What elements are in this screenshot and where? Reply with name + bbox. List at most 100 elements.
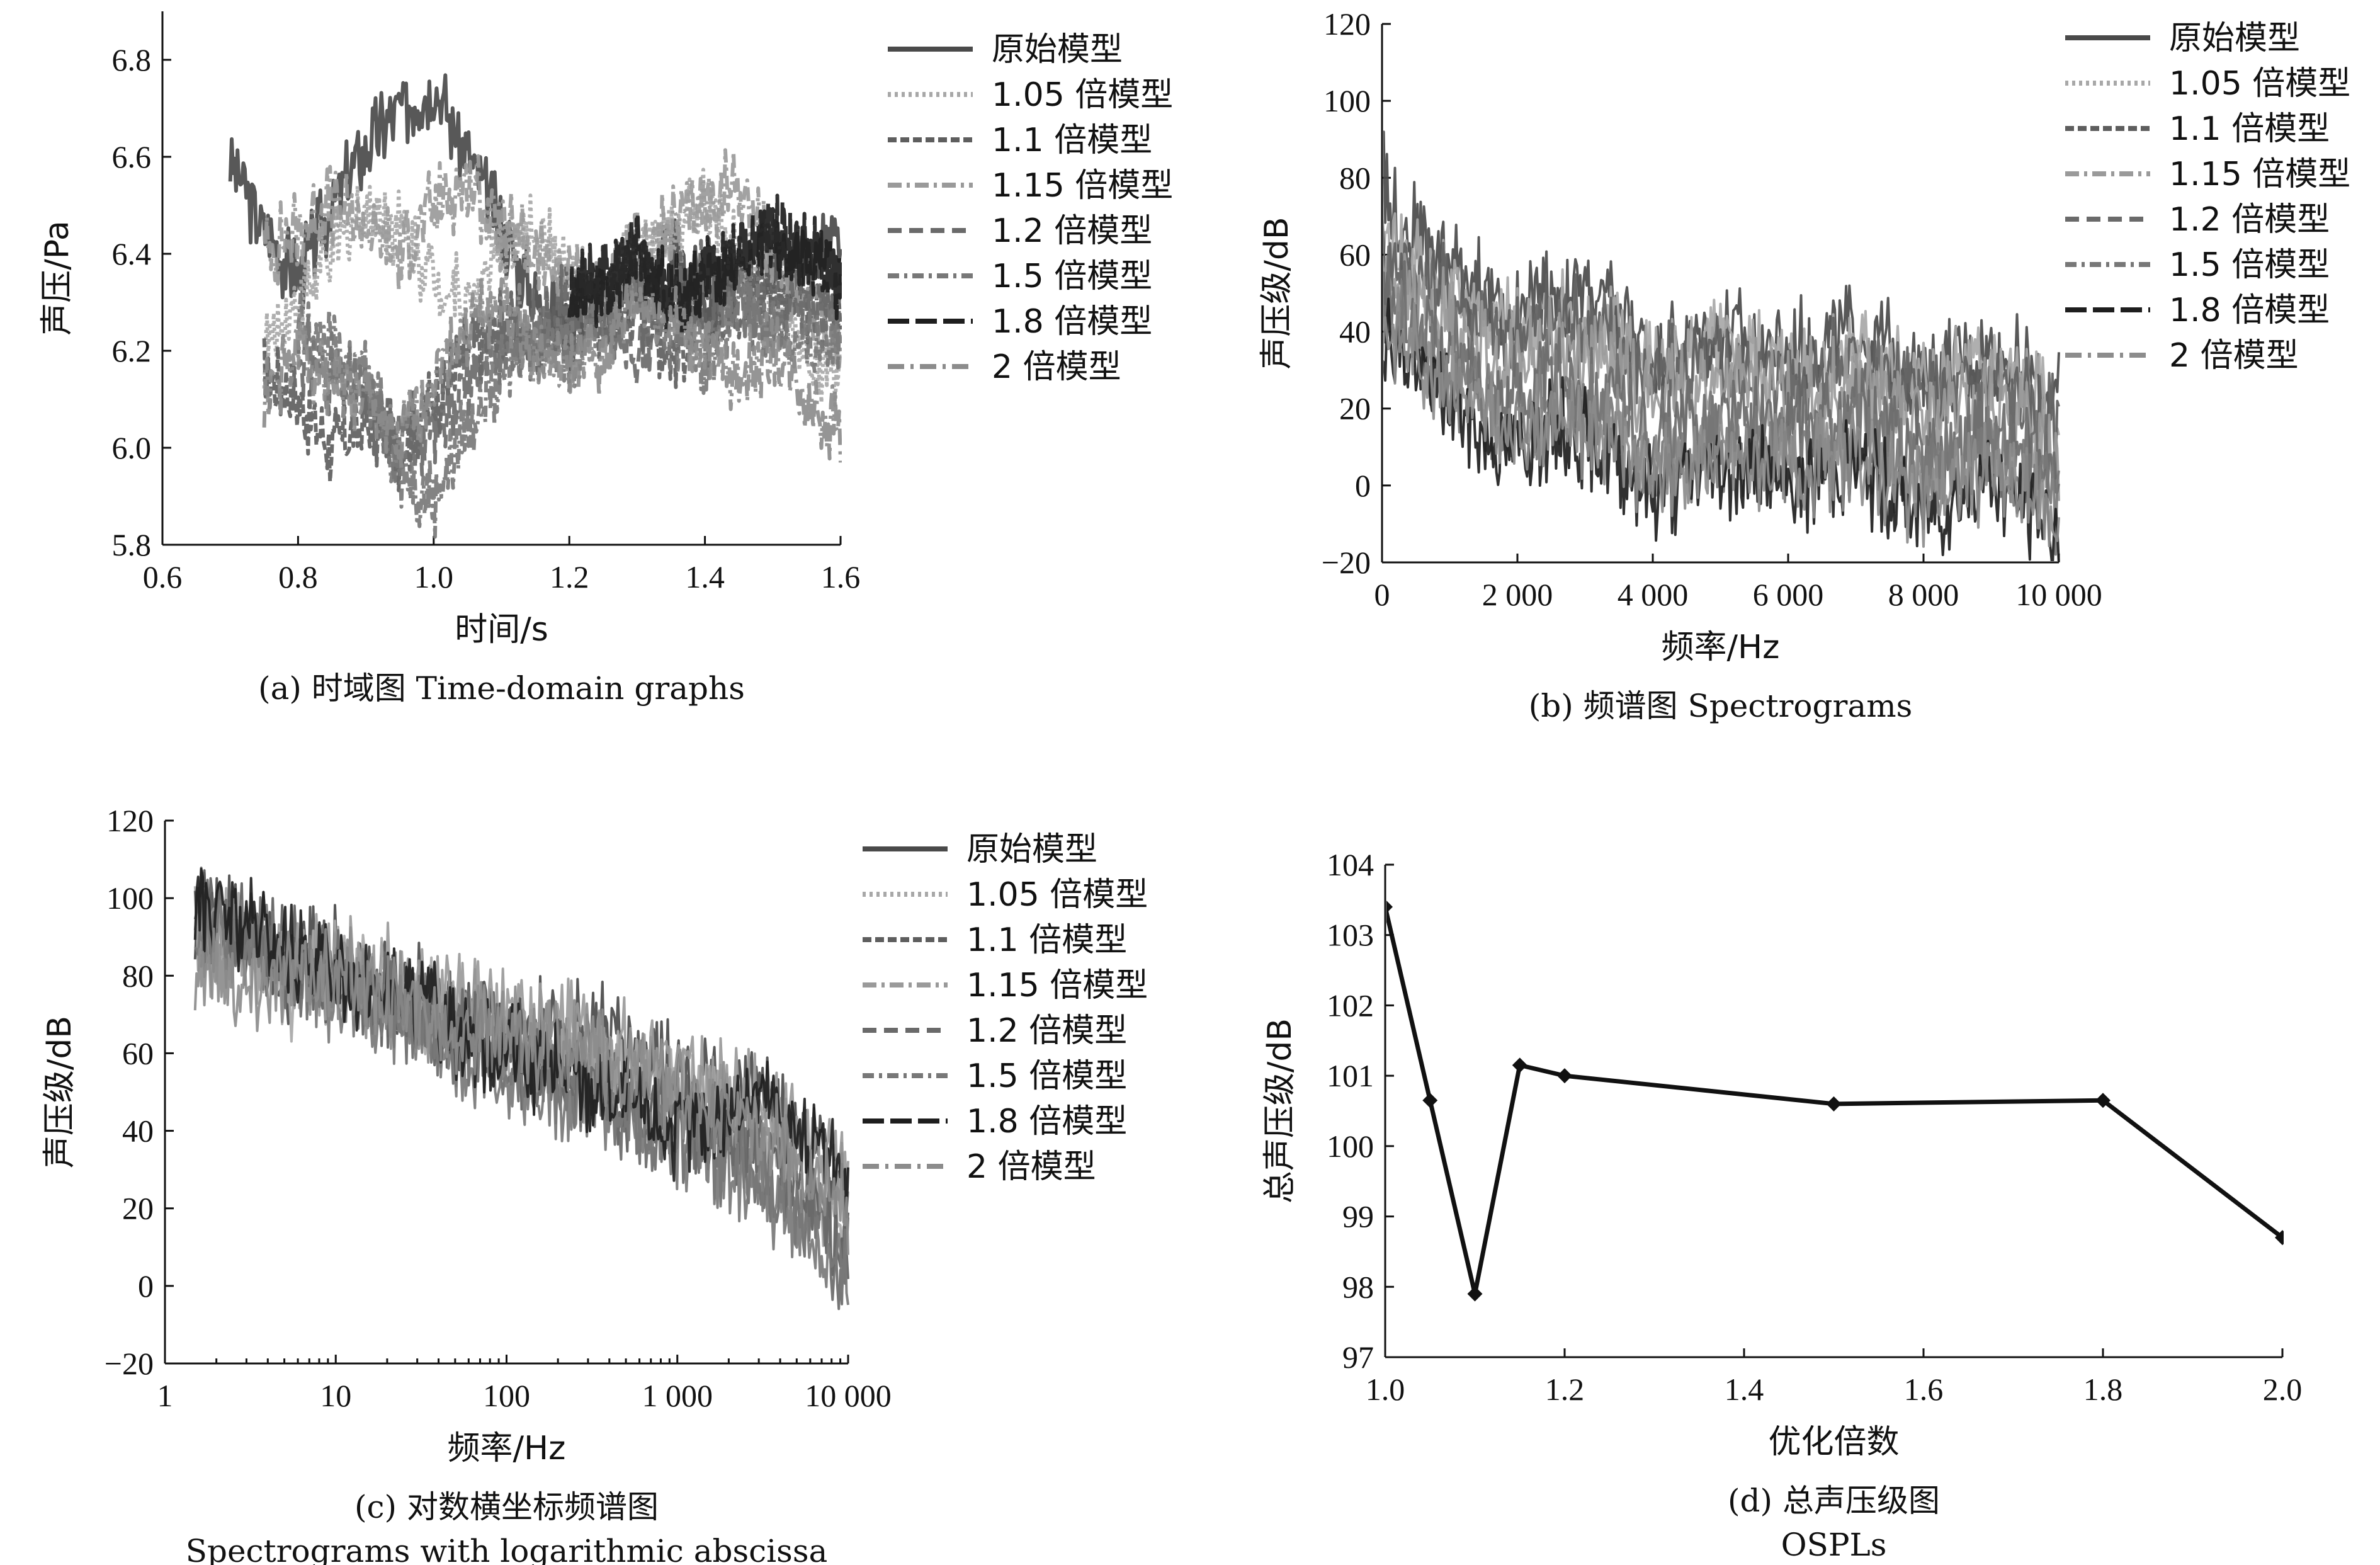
legend-label: 2 倍模型: [992, 348, 1121, 386]
plot-area: [1386, 901, 2284, 1302]
y-tick-label: 102: [1327, 987, 1374, 1023]
x-tick-label: 0: [1374, 577, 1390, 612]
plot-area: [1383, 130, 2060, 561]
legend-label: 1.2 倍模型: [2169, 201, 2330, 239]
legend-label: 1.1 倍模型: [2169, 110, 2330, 148]
x-tick-label: 1: [157, 1378, 173, 1413]
legend-label: 1.1 倍模型: [992, 122, 1152, 159]
series-line: [262, 148, 842, 369]
x-tick-label: 6 000: [1753, 577, 1824, 612]
y-tick-label: 100: [1327, 1129, 1374, 1164]
y-tick-label: 100: [106, 880, 154, 916]
panel-a-time-domain: 5.8 6.0 6.2 6.4 6.6 6.8 0.6 0.8 1.0 1.2 1.4 1.6 声压/P…: [38, 11, 1173, 707]
y-tick-label: 0: [1355, 468, 1371, 503]
x-tick-label: 1.2: [550, 559, 589, 595]
y-tick-label: 5.8: [112, 527, 152, 562]
legend-label: 2 倍模型: [2169, 337, 2299, 375]
x-axis-title: 频率/Hz: [1662, 629, 1780, 666]
x-tick-label: 1.0: [1366, 1372, 1405, 1407]
y-tick-label: 6.8: [112, 42, 152, 77]
y-tick-label: 104: [1327, 847, 1374, 882]
x-tick-label: 2 000: [1482, 577, 1553, 612]
y-tick-label: 98: [1342, 1269, 1374, 1304]
legend-label: 1.15 倍模型: [966, 967, 1148, 1004]
x-tick-label: 1.6: [821, 559, 861, 595]
legend-label: 1.8 倍模型: [992, 303, 1152, 341]
legend-label: 原始模型: [2169, 20, 2300, 57]
y-tick-label: 0: [138, 1268, 154, 1304]
y-axis-title: 总声压级/dB: [1261, 1018, 1299, 1204]
y-tick-label: 60: [122, 1035, 154, 1071]
x-tick-label: 2.0: [2263, 1372, 2303, 1407]
y-tick-label: 40: [122, 1113, 154, 1149]
x-tick-label: 1 000: [642, 1378, 713, 1413]
legend-label: 1.5 倍模型: [966, 1057, 1127, 1095]
x-tick-label: 4 000: [1618, 577, 1689, 612]
y-tick-label: −20: [1322, 545, 1371, 580]
y-tick-label: 99: [1342, 1199, 1374, 1234]
series-line: [1383, 253, 2060, 501]
y-tick-label: 100: [1323, 83, 1371, 118]
legend-label: 1.8 倍模型: [966, 1103, 1127, 1141]
panel-caption: (b) 频谱图 Spectrograms: [1529, 688, 1913, 724]
x-axis-title: 时间/s: [455, 611, 548, 649]
series-line: [1383, 280, 2060, 556]
y-tick-label: 6.0: [112, 430, 152, 465]
ospl-point: [1512, 1057, 1527, 1073]
series-line: [262, 276, 842, 473]
plot-area: [193, 867, 849, 1311]
legend-label: 1.8 倍模型: [2169, 292, 2330, 329]
ospl-point: [1422, 1093, 1438, 1108]
x-axis-title: 优化倍数: [1768, 1423, 1899, 1461]
legend-label: 1.1 倍模型: [966, 921, 1127, 959]
x-tick-label: 100: [483, 1378, 530, 1413]
series-line: [1383, 287, 2060, 548]
legend-label: 2 倍模型: [966, 1148, 1096, 1186]
panel-caption-en: OSPLs: [1781, 1527, 1887, 1563]
plot-area: [228, 73, 842, 539]
ospl-point: [1386, 901, 1393, 914]
y-tick-label: 20: [1339, 391, 1371, 426]
series-line: [567, 193, 842, 338]
legend-label: 原始模型: [992, 31, 1123, 69]
x-axis-title: 频率/Hz: [448, 1430, 566, 1467]
legend-label: 1.2 倍模型: [992, 212, 1152, 250]
legend-label: 1.15 倍模型: [992, 167, 1173, 205]
x-tick-label: 1.8: [2083, 1372, 2123, 1407]
y-axis-title: 声压级/dB: [41, 1016, 79, 1168]
series-line: [193, 926, 849, 1255]
y-tick-label: 97: [1342, 1340, 1374, 1375]
legend-label: 1.05 倍模型: [2169, 65, 2350, 103]
ospl-point: [2275, 1230, 2284, 1246]
panel-caption-en: Spectrograms with logarithmic abscissa: [186, 1533, 828, 1565]
ospl-point: [1826, 1096, 1842, 1112]
ospl-point: [1467, 1286, 1483, 1302]
y-axis-title: 声压级/dB: [1258, 217, 1296, 369]
x-tick-label: 1.6: [1904, 1372, 1944, 1407]
legend-label: 1.2 倍模型: [966, 1012, 1127, 1050]
ospl-point: [1557, 1068, 1572, 1084]
x-tick-label: 10 000: [2015, 577, 2102, 612]
y-tick-label: 120: [106, 803, 154, 838]
legend-label: 原始模型: [966, 831, 1097, 868]
y-tick-label: 6.4: [112, 236, 152, 271]
y-tick-label: 101: [1327, 1058, 1374, 1093]
legend-label: 1.15 倍模型: [2169, 156, 2350, 193]
y-tick-label: 20: [122, 1191, 154, 1226]
x-tick-label: 8 000: [1888, 577, 1959, 612]
y-tick-label: 60: [1339, 237, 1371, 272]
y-tick-label: 40: [1339, 314, 1371, 350]
y-tick-label: 6.2: [112, 333, 152, 368]
legend-label: 1.05 倍模型: [966, 876, 1148, 914]
y-tick-label: −20: [105, 1346, 154, 1381]
y-tick-label: 6.6: [112, 139, 152, 174]
x-tick-label: 1.2: [1545, 1372, 1585, 1407]
x-tick-label: 10: [320, 1378, 351, 1413]
y-tick-label: 103: [1327, 918, 1374, 953]
x-tick-label: 1.0: [414, 559, 454, 595]
x-tick-label: 0.6: [143, 559, 183, 595]
panel-d-ospl: 97 98 99 100 101 102 103 104 1.0 1.2 1.4 1.6 1.8 2.0 总…: [1261, 847, 2302, 1563]
